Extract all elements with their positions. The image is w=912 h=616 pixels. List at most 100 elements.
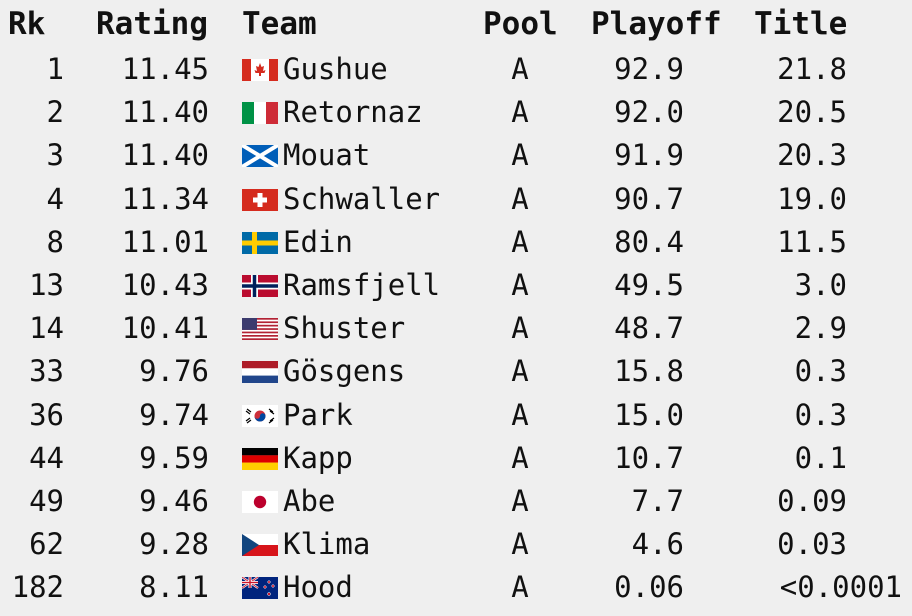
team-name-cell: Retornaz [283,91,473,134]
header-title: Title [754,2,847,46]
team-name-cell: Shuster [283,307,473,350]
pool-cell: A [495,134,545,177]
team-name-cell: Ramsfjell [283,264,473,307]
playoff-cell: 49.5 [560,264,684,307]
rating-cell: 11.40 [70,91,209,134]
rank-cell: 49 [0,480,64,523]
playoff-cell: 0.06 [560,566,684,609]
pool-cell: A [495,437,545,480]
title-cell: 0.3 [720,350,847,393]
team-name-cell: Gösgens [283,350,473,393]
switzerland-flag-icon [242,189,278,211]
team-name-cell: Gushue [283,48,473,91]
title-cell: 0.03 [720,523,847,566]
table-row: 13 10.43 Ramsfjell A 49.5 3.0 [0,264,912,307]
playoff-cell: 15.0 [560,394,684,437]
playoff-cell: 92.9 [560,48,684,91]
title-cell: 20.5 [720,91,847,134]
rating-cell: 11.34 [70,178,209,221]
sweden-flag-icon [242,232,278,254]
rating-cell: 10.41 [70,307,209,350]
header-team: Team [242,2,317,46]
playoff-cell: 92.0 [560,91,684,134]
table-row: 8 11.01 Edin A 80.4 11.5 [0,221,912,264]
pool-cell: A [495,523,545,566]
czechia-flag-icon [242,534,278,556]
pool-cell: A [495,350,545,393]
playoff-cell: 48.7 [560,307,684,350]
table-row: 14 10.41 Shuster A 48.7 2.9 [0,307,912,350]
germany-flag-icon [242,448,278,470]
playoff-cell: 91.9 [560,134,684,177]
table-row: 2 11.40 Retornaz A 92.0 20.5 [0,91,912,134]
rank-cell: 3 [0,134,64,177]
team-name-cell: Park [283,394,473,437]
table-row: 33 9.76 Gösgens A 15.8 0.3 [0,350,912,393]
table-row: 36 9.74 Park A 15.0 0.3 [0,394,912,437]
title-cell: 0.09 [720,480,847,523]
playoff-cell: 90.7 [560,178,684,221]
rank-cell: 14 [0,307,64,350]
pool-cell: A [495,91,545,134]
title-cell: 0.1 [720,437,847,480]
title-cell: 0.3 [720,394,847,437]
rank-cell: 2 [0,91,64,134]
title-cell: <0.0001 [700,566,902,609]
rank-cell: 8 [0,221,64,264]
pool-cell: A [495,566,545,609]
title-cell: 19.0 [720,178,847,221]
title-cell: 20.3 [720,134,847,177]
rating-cell: 10.43 [70,264,209,307]
rating-cell: 11.40 [70,134,209,177]
pool-cell: A [495,307,545,350]
japan-flag-icon [242,491,278,513]
playoff-cell: 7.7 [560,480,684,523]
team-name-cell: Kapp [283,437,473,480]
rating-cell: 9.59 [70,437,209,480]
table-row: 1 11.45 Gushue A 92.9 21.8 [0,48,912,91]
rank-cell: 33 [0,350,64,393]
pool-cell: A [495,221,545,264]
team-name-cell: Hood [283,566,473,609]
rating-cell: 9.76 [70,350,209,393]
italy-flag-icon [242,102,278,124]
rank-cell: 44 [0,437,64,480]
title-cell: 3.0 [720,264,847,307]
table-row: 44 9.59 Kapp A 10.7 0.1 [0,437,912,480]
header-rk: Rk [8,2,68,46]
rank-cell: 62 [0,523,64,566]
team-name-cell: Klima [283,523,473,566]
title-cell: 21.8 [720,48,847,91]
rating-cell: 9.46 [70,480,209,523]
header-rating: Rating [96,2,208,46]
rating-cell: 11.45 [70,48,209,91]
playoff-cell: 4.6 [560,523,684,566]
rating-cell: 11.01 [70,221,209,264]
rank-cell: 13 [0,264,64,307]
team-name-cell: Edin [283,221,473,264]
pool-cell: A [495,178,545,221]
usa-flag-icon [242,318,278,340]
title-cell: 2.9 [720,307,847,350]
rank-cell: 182 [0,566,64,609]
rating-cell: 9.74 [70,394,209,437]
team-name-cell: Abe [283,480,473,523]
table-row: 4 11.34 Schwaller A 90.7 19.0 [0,178,912,221]
rating-cell: 8.11 [70,566,209,609]
table-header: Rk Rating Team Pool Playoff Title [0,2,912,46]
table-row: 182 8.11 Hood A 0.06 <0.0001 [0,566,912,609]
table-row: 49 9.46 Abe A 7.7 0.09 [0,480,912,523]
playoff-cell: 15.8 [560,350,684,393]
playoff-cell: 80.4 [560,221,684,264]
canada-flag-icon [242,59,278,81]
rank-cell: 36 [0,394,64,437]
new-zealand-flag-icon [242,577,278,599]
title-cell: 11.5 [720,221,847,264]
team-name-cell: Schwaller [283,178,473,221]
pool-cell: A [495,48,545,91]
header-playoff: Playoff [591,2,722,46]
playoff-cell: 10.7 [560,437,684,480]
norway-flag-icon [242,275,278,297]
rank-cell: 4 [0,178,64,221]
pool-cell: A [495,264,545,307]
